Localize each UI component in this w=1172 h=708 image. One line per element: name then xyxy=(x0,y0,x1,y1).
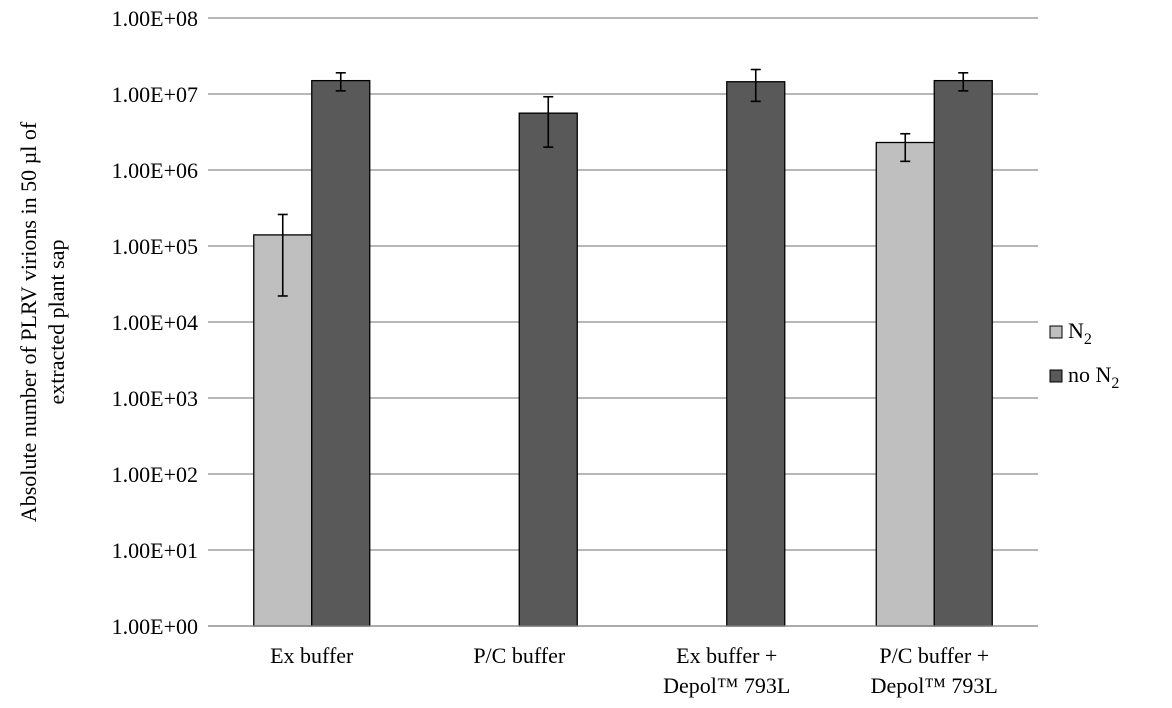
x-tick-label: Ex buffer + xyxy=(676,643,777,668)
y-axis-title: Absolute number of PLRV virions in 50 µl… xyxy=(16,121,69,522)
y-tick-label: 1.00E+04 xyxy=(112,310,198,335)
legend-swatch xyxy=(1049,369,1063,383)
bar xyxy=(311,79,371,627)
bar xyxy=(875,141,935,627)
bar xyxy=(933,79,993,627)
error-bars xyxy=(277,68,969,297)
y-axis-ticks: 1.00E+00 1.00E+01 1.00E+02 1.00E+03 1.00E+04… xyxy=(112,6,198,639)
y-tick-label: 1.00E+08 xyxy=(112,6,198,31)
x-tick-label: P/C buffer + xyxy=(879,643,989,668)
legend: N2 no N2 xyxy=(1049,318,1119,392)
y-tick-label: 1.00E+03 xyxy=(112,386,198,411)
bars xyxy=(253,79,993,627)
legend-label: N2 xyxy=(1068,318,1092,348)
y-tick-label: 1.00E+02 xyxy=(112,462,198,487)
bar xyxy=(518,112,578,627)
y-tick-label: 1.00E+05 xyxy=(112,234,198,259)
x-tick-label: Ex buffer xyxy=(270,643,354,668)
y-axis-title-line: Absolute number of PLRV virions in 50 µl… xyxy=(16,121,41,522)
y-tick-label: 1.00E+01 xyxy=(112,538,198,563)
y-tick-label: 1.00E+00 xyxy=(112,614,198,639)
x-tick-label: Depol™ 793L xyxy=(663,673,790,698)
x-tick-label: P/C buffer xyxy=(473,643,566,668)
y-tick-label: 1.00E+06 xyxy=(112,158,198,183)
x-axis-labels: Ex buffer P/C buffer Ex buffer + Depol™ 793… xyxy=(270,643,998,698)
y-axis-title-line: extracted plant sap xyxy=(44,240,69,405)
bar xyxy=(726,81,786,627)
legend-swatch xyxy=(1049,325,1063,339)
legend-label: no N2 xyxy=(1068,362,1119,392)
y-tick-label: 1.00E+07 xyxy=(112,82,198,107)
x-tick-label: Depol™ 793L xyxy=(871,673,998,698)
